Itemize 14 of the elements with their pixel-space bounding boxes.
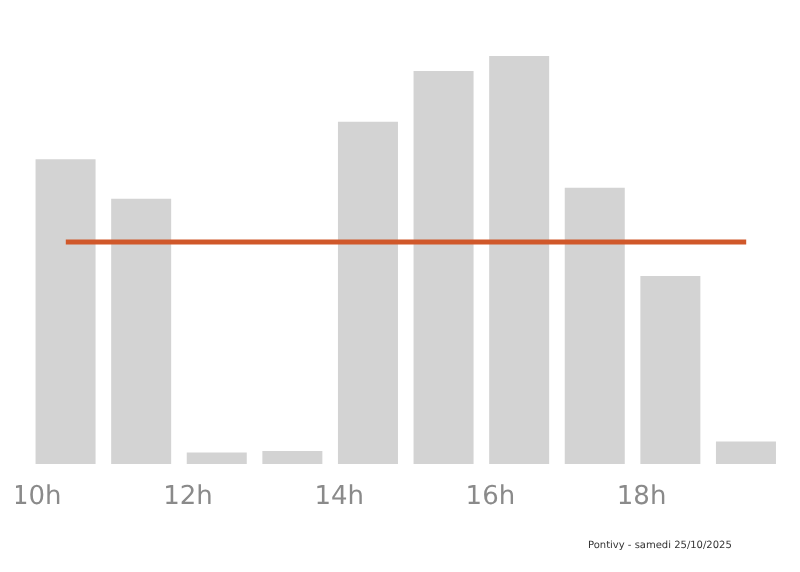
x-tick-label: 12h (163, 482, 213, 512)
x-tick-label: 16h (465, 482, 516, 512)
bar (337, 121, 398, 464)
bar (640, 275, 701, 464)
bar (715, 441, 776, 464)
bar (413, 71, 474, 464)
bar (564, 187, 625, 464)
bar (489, 56, 550, 464)
bar (111, 198, 172, 464)
x-tick-label: 18h (616, 482, 667, 512)
bar (35, 159, 96, 464)
bar (262, 450, 323, 464)
bar (186, 452, 247, 464)
x-tick-label: 14h (314, 482, 364, 512)
